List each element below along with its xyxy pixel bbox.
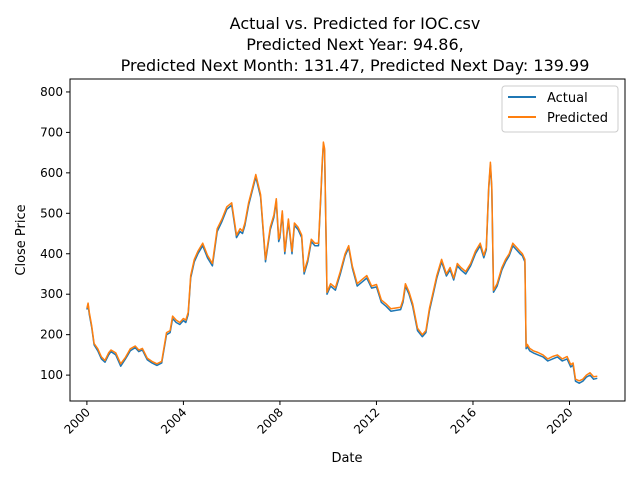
chart-title: Actual vs. Predicted for IOC.csv — [230, 14, 481, 33]
x-tick-label: 2008 — [255, 405, 286, 436]
x-tick-label: 2000 — [62, 405, 93, 436]
y-axis-label: Close Price — [14, 204, 29, 275]
y-tick-label: 800 — [40, 85, 63, 99]
y-axis-ticks: 100 200 300 400 500 600 700 800 — [40, 85, 70, 382]
x-axis-ticks: 2000 2004 2008 2012 2016 2020 — [62, 401, 576, 437]
series-line-predicted — [86, 141, 598, 382]
y-tick-label: 100 — [40, 368, 63, 382]
y-tick-label: 600 — [40, 166, 63, 180]
x-tick-label: 2004 — [158, 405, 189, 436]
y-tick-label: 200 — [40, 328, 63, 342]
chart-subtitle-line-1: Predicted Next Year: 94.86, — [246, 35, 464, 54]
legend-label-predicted: Predicted — [547, 111, 608, 126]
y-tick-label: 400 — [40, 247, 63, 261]
series-layer — [86, 141, 598, 384]
x-tick-label: 2020 — [544, 405, 575, 436]
plot-frame — [69, 78, 626, 402]
chart-subtitle-line-2: Predicted Next Month: 131.47, Predicted … — [121, 56, 590, 75]
y-tick-label: 500 — [40, 206, 63, 220]
y-tick-label: 300 — [40, 287, 63, 301]
x-tick-label: 2012 — [351, 405, 382, 436]
legend-label-actual: Actual — [547, 91, 588, 106]
x-axis-label: Date — [331, 451, 362, 466]
legend: Actual Predicted — [501, 85, 619, 133]
series-line-actual — [86, 143, 598, 384]
y-tick-label: 700 — [40, 125, 63, 139]
x-tick-label: 2016 — [448, 405, 479, 436]
